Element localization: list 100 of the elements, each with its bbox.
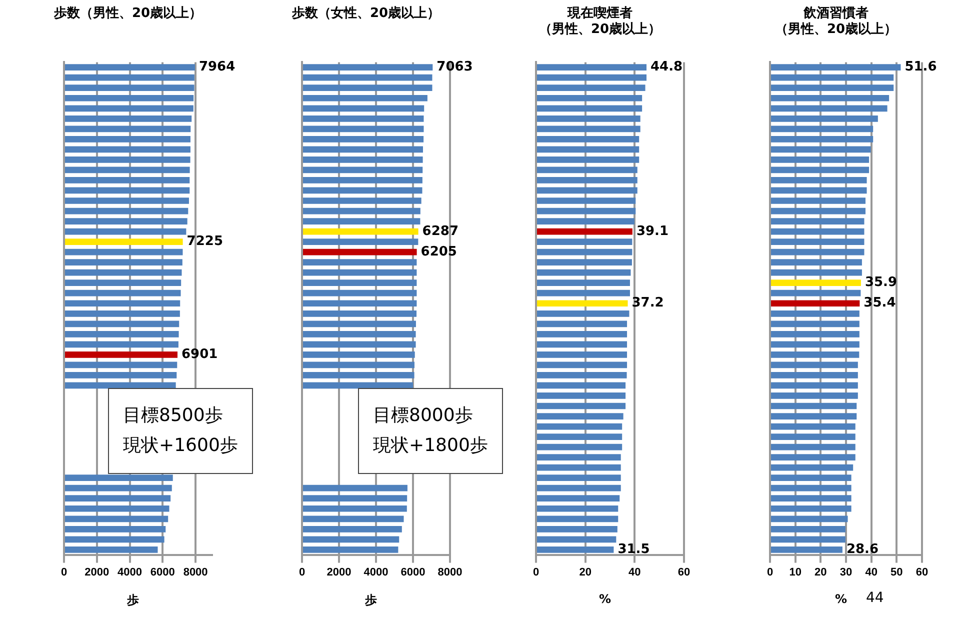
bar [303, 269, 417, 276]
bar [537, 310, 630, 317]
bar [65, 198, 189, 204]
bar [65, 352, 178, 358]
bar [537, 320, 628, 328]
bar [537, 444, 622, 450]
chart-subtitle: （男性、20歳以上） [774, 22, 898, 38]
bar [65, 280, 182, 286]
bar [537, 105, 642, 112]
bar [65, 372, 177, 378]
bar [303, 84, 432, 92]
bar [537, 382, 626, 389]
annotation: 現状+1600歩 [123, 434, 238, 458]
bar [303, 546, 398, 553]
bar [65, 536, 164, 543]
bar [65, 105, 194, 112]
bar [537, 115, 640, 122]
x-tick-label: 0 [532, 566, 540, 578]
x-tick-label: 4000 [118, 566, 142, 578]
bar [65, 218, 188, 224]
bar [65, 74, 194, 81]
bar [303, 105, 424, 112]
bar [303, 156, 423, 163]
bar [303, 187, 422, 194]
bar [537, 126, 640, 132]
chart-title: 歩数（男性、20歳以上） [52, 6, 204, 22]
bar [537, 484, 621, 492]
x-tick-label: 2000 [326, 566, 352, 578]
bar [537, 136, 640, 142]
bar [537, 166, 638, 174]
bar [537, 177, 638, 184]
data-label: 6287 [422, 224, 458, 239]
data-label: 7225 [186, 234, 223, 250]
bar [303, 516, 404, 522]
x-tick-label: 2000 [84, 566, 110, 578]
bar [303, 198, 422, 204]
bar [65, 228, 186, 235]
bar [537, 228, 632, 235]
data-label: 35.4 [864, 296, 896, 311]
bar [537, 146, 640, 153]
x-tick-label: 8000 [438, 566, 462, 578]
x-tick-label: 0 [766, 566, 774, 578]
bar [303, 310, 417, 317]
x-tick-label: 50 [890, 566, 903, 578]
bar [303, 300, 417, 307]
bar [65, 177, 190, 184]
bar [537, 402, 626, 410]
data-label: 6901 [181, 347, 218, 362]
bar [65, 382, 176, 389]
bar [65, 208, 188, 214]
bar [303, 526, 402, 532]
bar [303, 208, 420, 214]
bar [303, 126, 424, 132]
bar [537, 526, 618, 532]
bar [65, 238, 183, 245]
bar [303, 228, 418, 235]
bar [65, 362, 178, 368]
bar [65, 526, 166, 532]
bar [537, 280, 630, 286]
x-axis-title: % [598, 592, 612, 606]
bar [537, 290, 630, 296]
bar [537, 352, 628, 358]
bar [65, 341, 178, 348]
bar [65, 259, 182, 266]
bar [65, 146, 190, 153]
bar [303, 259, 417, 266]
bar [537, 84, 646, 92]
x-tick-label: 40 [628, 566, 641, 578]
bar [303, 330, 416, 338]
bar [303, 74, 432, 81]
bar [537, 208, 636, 214]
bar [303, 115, 424, 122]
chart-title: 歩数（女性、20歳以上） [290, 6, 442, 22]
bar [65, 64, 195, 71]
bar [303, 341, 416, 348]
bar [537, 94, 642, 102]
bar [303, 218, 420, 224]
bar [537, 187, 638, 194]
bar [303, 166, 423, 174]
x-tick-label: 40 [865, 566, 878, 578]
bar [65, 516, 168, 522]
bar [537, 300, 628, 307]
data-label: 35.9 [864, 275, 898, 290]
bar [65, 474, 173, 482]
bar [537, 546, 614, 553]
x-axis-title: % [834, 592, 848, 606]
bar [65, 330, 179, 338]
bar [65, 115, 192, 122]
data-label: 37.2 [632, 296, 664, 311]
x-tick-label: 8000 [183, 566, 208, 578]
bar [537, 330, 628, 338]
x-axis-title: 歩 [126, 592, 140, 609]
bar [65, 156, 190, 163]
bar [303, 136, 424, 142]
x-tick-label: 20 [579, 566, 592, 578]
x-tick-label: 60 [678, 566, 690, 578]
x-tick-label: 6000 [150, 566, 175, 578]
bar [537, 238, 632, 245]
x-axis-title: 歩 [364, 592, 378, 609]
bar [537, 156, 640, 163]
